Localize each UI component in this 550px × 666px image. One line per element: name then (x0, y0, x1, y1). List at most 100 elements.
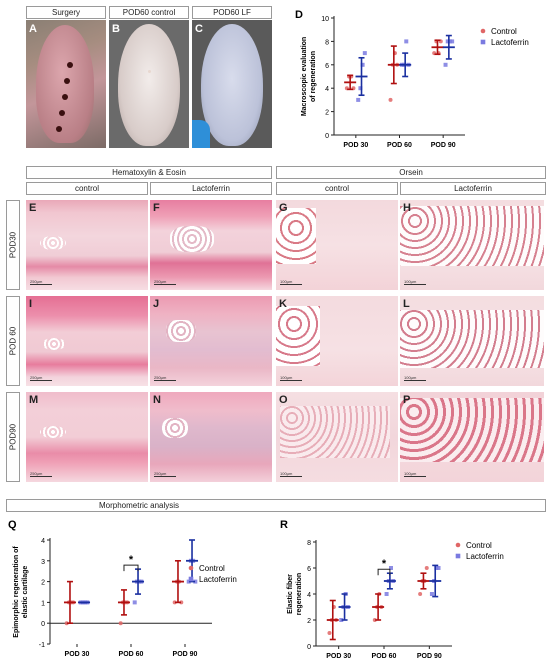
legend-entry: Control (199, 564, 225, 573)
histology-panel-m: M 250µm (26, 392, 148, 482)
y-tick-label: 8 (325, 39, 329, 46)
scale-bar (154, 284, 176, 285)
histology-panel-o: O 100µm (276, 392, 398, 482)
data-point-lactoferrin (429, 592, 434, 596)
scale-bar (404, 380, 426, 381)
scale-bar-label: 100µm (280, 279, 293, 284)
data-point-lactoferrin (384, 592, 389, 596)
subheader-orsein-lactoferrin: Lactoferrin (400, 182, 546, 195)
biopsy-hole (64, 78, 70, 84)
scale-bar-label: 100µm (404, 375, 417, 380)
y-axis-label: of regeneration (310, 51, 317, 102)
data-point-lactoferrin (193, 579, 198, 584)
data-point-lactoferrin (436, 566, 441, 570)
data-point-control (327, 631, 332, 635)
panel-label: P (403, 394, 411, 406)
panel-label: L (403, 298, 410, 310)
panel-label: K (279, 298, 287, 310)
y-axis-label: regeneration (296, 573, 303, 615)
scale-bar (280, 476, 302, 477)
significance-bracket (123, 564, 139, 572)
biopsy-hole (56, 126, 62, 132)
legend-entry: Lactoferrin (199, 575, 237, 584)
x-tick-label: POD 90 (173, 651, 198, 658)
histology-panel-g: G 100µm (276, 200, 398, 290)
row-label-pod90: POD90 (6, 392, 20, 482)
photo-a: A (26, 20, 106, 148)
y-tick-label: 2 (307, 618, 311, 625)
biopsy-hole (59, 110, 65, 116)
data-point-lactoferrin (388, 566, 393, 570)
histology-panel-p: P 100µm (400, 392, 544, 482)
subheader-he-control: control (26, 182, 148, 195)
x-tick-label: POD 60 (387, 142, 412, 149)
legend-marker-lactoferrin (455, 553, 461, 559)
scale-bar-label: 250µm (154, 375, 167, 380)
x-tick-label: POD 90 (431, 142, 456, 149)
y-tick-label: 2 (325, 110, 329, 117)
panel-label: F (153, 202, 160, 214)
scale-bar-label: 100µm (404, 471, 417, 476)
header-he: Hematoxylin & Eosin (26, 166, 272, 179)
histology-panel-n: N 250µm (150, 392, 272, 482)
data-point-control (418, 592, 423, 596)
header-surgery: Surgery (26, 6, 106, 19)
legend-entry: Control (491, 27, 517, 36)
scale-bar (404, 284, 426, 285)
panel-label: A (29, 23, 37, 35)
x-tick-label: POD 30 (65, 651, 90, 658)
scale-bar-label: 250µm (30, 375, 43, 380)
y-axis-label: Macroscopic evaluation (301, 37, 308, 116)
x-tick-label: POD 60 (119, 651, 144, 658)
x-tick-label: POD 30 (326, 653, 351, 660)
biopsy-hole (67, 62, 73, 68)
y-tick-label: 0 (41, 621, 45, 628)
scale-bar-label: 100µm (280, 471, 293, 476)
biopsy-hole (62, 94, 68, 100)
scale-bar (30, 284, 52, 285)
histology-panel-j: J 250µm (150, 296, 272, 386)
data-point-control (179, 600, 184, 605)
chart-r: R 0 2 4 6 8 Elastic fiber regeneration POD 30 PO… (280, 519, 504, 660)
scale-bar-label: 250µm (30, 279, 43, 284)
x-tick-label: POD 60 (372, 653, 397, 660)
data-point-lactoferrin (404, 39, 409, 44)
scale-bar (154, 476, 176, 477)
scale-bar (280, 380, 302, 381)
header-morphometric: Morphometric analysis (6, 499, 546, 512)
y-tick-label: 4 (307, 592, 311, 599)
data-point-lactoferrin (358, 86, 363, 91)
legend-marker-lactoferrin (480, 39, 486, 45)
data-point-control (388, 97, 393, 102)
legend-entry: Lactoferrin (466, 552, 504, 561)
y-axis-label: Elastic fiber (287, 574, 294, 614)
significance-bracket (377, 568, 391, 576)
scale-bar-label: 100µm (280, 375, 293, 380)
y-tick-label: 10 (321, 16, 329, 23)
data-point-lactoferrin (447, 39, 452, 44)
scale-bar (280, 284, 302, 285)
legend-marker-control (480, 28, 486, 34)
data-point-lactoferrin (445, 39, 450, 44)
histology-panel-l: L 100µm (400, 296, 544, 386)
histology-panel-i: I 250µm (26, 296, 148, 386)
panel-label: M (29, 394, 39, 406)
panel-label: I (29, 298, 33, 310)
histology-panel-k: K 100µm (276, 296, 398, 386)
data-point-lactoferrin (186, 579, 191, 584)
data-point-lactoferrin (450, 39, 455, 44)
scale-bar-label: 100µm (404, 279, 417, 284)
legend-marker-lactoferrin (188, 576, 194, 582)
y-tick-label: 0 (307, 644, 311, 651)
subheader-he-lactoferrin: Lactoferrin (150, 182, 272, 195)
photo-c: C (192, 20, 272, 148)
panel-label: D (295, 9, 303, 21)
row-label-pod30: POD30 (6, 200, 20, 290)
panel-label: C (195, 23, 203, 35)
data-point-lactoferrin (132, 600, 137, 605)
y-tick-label: -1 (39, 642, 45, 649)
panel-label: H (403, 202, 411, 214)
panel-label: O (279, 394, 288, 406)
data-point-control (118, 621, 123, 626)
significance-star: * (129, 554, 134, 566)
